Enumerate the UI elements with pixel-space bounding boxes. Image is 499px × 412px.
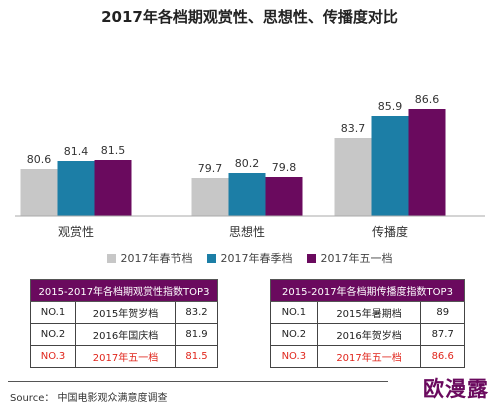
rank-cell: NO.1 (30, 301, 76, 324)
x-tick-label: 传播度 (372, 224, 408, 239)
x-tick-label: 思想性 (229, 224, 265, 239)
bar (408, 109, 446, 216)
bar (20, 169, 58, 216)
bar (228, 173, 266, 216)
value-cell: 81.9 (174, 323, 219, 346)
data-label: 80.2 (235, 157, 260, 170)
bar (265, 177, 303, 216)
period-cell: 2015年贺岁档 (74, 301, 176, 324)
period-cell: 2015年暑期档 (316, 301, 422, 324)
legend-item-spring-festival: 2017年春节档 (106, 250, 193, 266)
legend-label: 2017年春节档 (120, 252, 193, 265)
bar-chart: 80.6 81.4 81.5 79.7 80.2 79.8 83.7 85.9 86.6 观赏性… (15, 93, 485, 239)
table-row: NO.2 2016年贺岁档 87.7 (270, 323, 465, 346)
bar (371, 116, 409, 216)
legend-item-spring-season: 2017年春季档 (206, 250, 293, 266)
value-cell: 87.7 (420, 323, 465, 346)
data-label: 80.6 (27, 153, 52, 166)
data-label: 85.9 (378, 100, 403, 113)
value-cell: 83.2 (174, 301, 219, 324)
table-row: NO.2 2016年国庆档 81.9 (30, 323, 219, 346)
legend-label: 2017年春季档 (220, 252, 293, 265)
value-cell: 81.5 (174, 345, 219, 368)
table-row: NO.3 2017年五一档 86.6 (270, 345, 465, 368)
legend-swatch (306, 253, 316, 263)
data-label: 81.5 (101, 144, 126, 157)
rank-cell: NO.2 (30, 323, 76, 346)
rank-cell: NO.2 (270, 323, 318, 346)
table-viewing-top3: 2015-2017年各档期观赏性指数TOP3 NO.1 2015年贺岁档 83.… (30, 279, 219, 368)
table-header: 2015-2017年各档期观赏性指数TOP3 (30, 279, 218, 302)
table-header: 2015-2017年各档期传播度指数TOP3 (270, 279, 465, 302)
period-cell: 2016年贺岁档 (316, 323, 422, 346)
data-label: 79.8 (272, 161, 297, 174)
value-cell: 86.6 (420, 345, 465, 368)
divider (8, 381, 388, 382)
data-label: 79.7 (198, 162, 223, 175)
data-label: 81.4 (64, 145, 89, 158)
table-row: NO.1 2015年暑期档 89 (270, 301, 465, 324)
period-cell: 2017年五一档 (316, 345, 422, 368)
period-cell: 2016年国庆档 (74, 323, 176, 346)
legend-swatch (206, 253, 216, 263)
legend-label: 2017年五一档 (320, 252, 393, 265)
rank-cell: NO.1 (270, 301, 318, 324)
x-tick-label: 观赏性 (58, 225, 94, 239)
period-cell: 2017年五一档 (74, 345, 176, 368)
rank-cell: NO.3 (270, 345, 318, 368)
bar (191, 178, 229, 216)
legend-item-may-day: 2017年五一档 (306, 250, 393, 266)
chart-title: 2017年各档期观赏性、思想性、传播度对比 (101, 8, 398, 26)
table-row: NO.3 2017年五一档 81.5 (30, 345, 219, 368)
table-spread-top3: 2015-2017年各档期传播度指数TOP3 NO.1 2015年暑期档 89 … (270, 279, 465, 368)
bar (57, 161, 95, 216)
source-note: Source： 中国电影观众满意度调查 (10, 393, 168, 404)
rank-cell: NO.3 (30, 345, 76, 368)
legend: 2017年春节档 2017年春季档 2017年五一档 (0, 250, 499, 266)
bar (94, 160, 132, 216)
data-label: 83.7 (341, 122, 366, 135)
bar (334, 138, 372, 216)
table-row: NO.1 2015年贺岁档 83.2 (30, 301, 219, 324)
legend-swatch (106, 253, 116, 263)
data-label: 86.6 (415, 93, 440, 106)
brand-logo: 欧漫露 (423, 376, 489, 401)
value-cell: 89 (420, 301, 465, 324)
